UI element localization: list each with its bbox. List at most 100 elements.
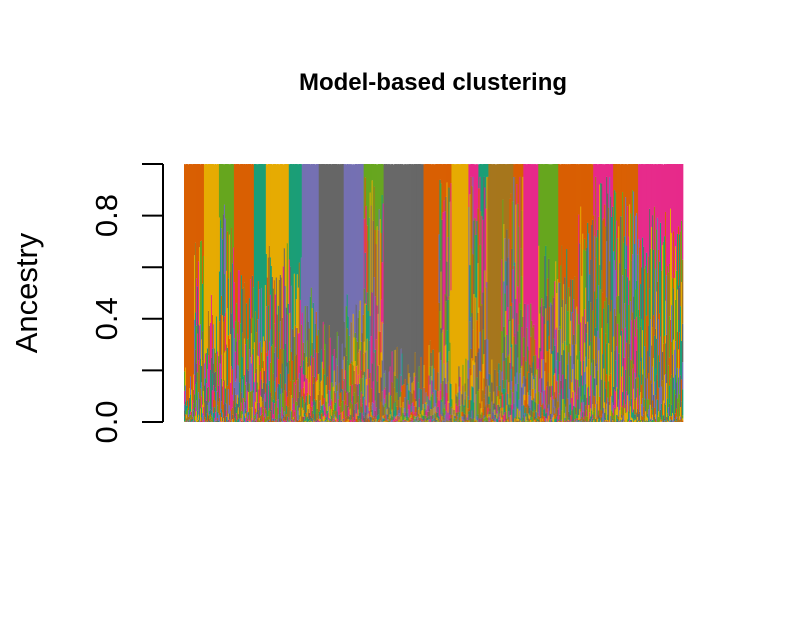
ancestry-bar-segment [534,377,536,390]
ancestry-bar-segment [326,164,329,377]
ancestry-bar-segment [309,419,312,422]
ancestry-bar-segment [432,392,434,409]
ancestry-bar-segment [230,313,233,367]
ancestry-bar-segment [386,164,388,409]
ancestry-bar-segment [421,164,423,411]
ancestry-bar-segment [398,413,400,417]
ancestry-bar-segment [648,256,650,326]
ancestry-bar-segment [548,335,550,374]
ancestry-bar-segment [260,414,263,422]
ancestry-bar-segment [221,164,224,240]
ancestry-bar-segment [243,164,246,283]
ancestry-bar-segment [512,201,514,270]
ancestry-bar-segment [413,418,415,422]
ancestry-bar-segment [292,164,295,331]
ancestry-bar-segment [469,321,471,369]
ancestry-bar-segment [563,399,565,422]
ancestry-bar-segment [468,420,470,422]
ancestry-bar-segment [630,359,632,407]
ancestry-bar-segment [643,164,645,247]
ancestry-bar-segment [525,378,527,396]
ancestry-bar-segment [396,378,398,393]
ancestry-bar-segment [571,420,573,421]
ancestry-bar-segment [498,416,500,420]
ancestry-bar-segment [624,164,626,237]
ancestry-bar-segment [234,351,237,382]
ancestry-bar-segment [602,292,604,355]
ancestry-bar-segment [305,395,308,413]
ancestry-bar-segment [668,421,670,422]
ancestry-bar-segment [194,312,197,350]
ancestry-bar-segment [381,164,383,195]
ancestry-bar-segment [556,360,558,382]
ancestry-bar-segment [241,398,244,415]
ancestry-bar-segment [515,204,517,300]
ancestry-bar-segment [553,375,555,400]
ancestry-bar-segment [300,409,303,422]
ancestry-bar-segment [340,412,343,421]
ancestry-bar-segment [249,164,252,280]
ancestry-bar-segment [553,338,555,376]
ancestry-bar-segment [201,386,204,405]
ancestry-bar-segment [543,390,545,410]
ancestry-bar-segment [364,352,366,378]
ancestry-bar-segment [276,164,279,315]
ancestry-bar-segment [237,418,240,422]
ancestry-bar-segment [520,368,522,421]
ancestry-bar-segment [348,164,351,336]
ancestry-bar-segment [428,411,430,420]
ancestry-bar-segment [543,359,545,391]
ancestry-bar-segment [306,164,309,306]
ancestry-bar-segment [473,364,475,403]
ancestry-bar-segment [240,419,243,421]
ancestry-bar-segment [509,362,511,399]
ancestry-bar-segment [314,164,317,324]
ancestry-bar-segment [470,348,472,376]
ancestry-bar-segment [375,244,377,340]
ancestry-bar-segment [475,297,477,356]
ancestry-bar-segment [595,327,597,367]
ancestry-bar-segment [523,337,525,357]
ancestry-bar-segment [279,164,282,275]
ancestry-bar-segment [362,415,364,421]
ancestry-bar-segment [607,164,609,194]
ancestry-bar-segment [429,409,431,416]
ancestry-bar-segment [569,389,571,405]
ancestry-bar-segment [190,164,193,390]
ancestry-bar-segment [479,331,481,371]
ancestry-bar-segment [567,364,569,399]
ancestry-bar-segment [516,391,518,407]
ancestry-bar-segment [639,411,641,421]
ancestry-bar-segment [564,164,566,278]
ancestry-bar-segment [420,420,422,422]
ancestry-bar-segment [350,164,353,323]
ancestry-bar-segment [428,375,430,400]
ancestry-bar-segment [522,316,524,384]
ancestry-bar-segment [605,164,607,227]
ancestry-bar-segment [634,164,636,244]
ancestry-bar-segment [643,421,645,422]
ancestry-bar-segment [259,395,262,408]
ancestry-bar-segment [362,374,364,397]
ancestry-bar-segment [429,415,431,420]
ancestry-bar-segment [448,164,450,188]
ancestry-bar-segment [189,164,192,377]
ancestry-bar-segment [613,336,615,387]
ancestry-bar-segment [480,371,482,409]
ancestry-bar-segment [269,362,272,393]
ancestry-bar-segment [489,164,491,375]
ancestry-bar-segment [590,408,592,417]
ancestry-bar-segment [589,164,591,275]
ancestry-bar-segment [350,363,353,402]
ancestry-bar-segment [417,416,419,421]
ancestry-bar-segment [626,412,628,422]
ancestry-bar-segment [517,331,519,358]
ancestry-bar-segment [673,288,675,340]
ancestry-bar-segment [277,305,280,360]
ancestry-bar-segment [214,412,217,421]
ancestry-bar-segment [403,397,405,409]
ancestry-bar-segment [253,382,256,402]
ancestry-bar-segment [471,358,473,387]
ancestry-bar-segment [431,164,433,366]
ancestry-bar-segment [586,366,588,398]
